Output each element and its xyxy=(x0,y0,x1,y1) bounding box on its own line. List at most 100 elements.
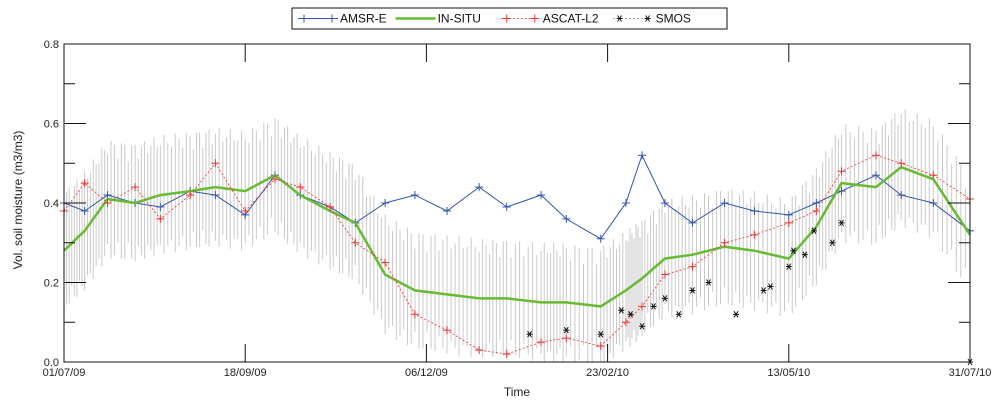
y-axis-title: Vol. soil moisture (m3/m3) xyxy=(11,131,25,270)
data-point-amsr-e xyxy=(596,234,605,243)
data-point-ascat-l2 xyxy=(562,334,571,343)
x-tick-label: 23/02/10 xyxy=(586,367,629,379)
data-point-amsr-e xyxy=(475,183,484,192)
data-point-smos xyxy=(597,330,604,338)
data-point-amsr-e xyxy=(537,191,546,200)
data-point-smos xyxy=(650,303,657,310)
data-point-ascat-l2 xyxy=(80,179,89,188)
marker-stroke xyxy=(839,219,844,227)
data-point-smos xyxy=(790,247,797,254)
data-point-ascat-l2 xyxy=(621,318,630,327)
marker-stroke xyxy=(768,283,773,290)
axes: 0.0 0.2 0.4 0.6 0.8 01/07/09 18/09/09 06/12/09 2… xyxy=(43,39,992,379)
data-point-ascat-l2 xyxy=(750,230,759,239)
data-point-ascat-l2 xyxy=(211,159,220,168)
data-point-smos xyxy=(760,287,767,294)
data-point-smos xyxy=(639,322,646,330)
data-point-amsr-e xyxy=(156,202,165,211)
data-point-ascat-l2 xyxy=(351,238,360,247)
data-point-smos xyxy=(767,283,774,290)
data-point-smos xyxy=(785,263,792,270)
data-point-ascat-l2 xyxy=(475,346,484,355)
data-point-smos xyxy=(627,311,634,318)
data-point-ascat-l2 xyxy=(638,302,647,311)
data-point-amsr-e xyxy=(660,199,669,207)
marker-stroke xyxy=(645,15,651,22)
uncertainty-bands xyxy=(63,109,966,362)
data-point-ascat-l2 xyxy=(897,159,906,168)
data-point-ascat-l2 xyxy=(103,199,112,207)
data-point-amsr-e xyxy=(837,187,846,196)
data-point-smos xyxy=(526,330,533,338)
marker-stroke xyxy=(790,247,796,254)
data-point-amsr-e xyxy=(80,206,89,215)
marker-stroke xyxy=(639,322,645,330)
data-point-amsr-e xyxy=(688,218,697,227)
marker-stroke xyxy=(811,227,817,235)
legend-label-amsr-e: AMSR-E xyxy=(340,12,387,26)
data-point-smos xyxy=(801,251,808,258)
data-point-ascat-l2 xyxy=(537,338,546,347)
data-point-ascat-l2 xyxy=(443,326,452,335)
data-point-smos xyxy=(661,295,668,302)
marker-stroke xyxy=(527,330,533,338)
data-point-ascat-l2 xyxy=(326,202,335,211)
data-point-ascat-l2 xyxy=(812,206,821,215)
data-point-smos xyxy=(689,287,696,294)
y-tick-label: 0.2 xyxy=(44,278,59,290)
data-point-amsr-e xyxy=(410,191,419,200)
data-point-smos xyxy=(838,219,845,227)
data-point-ascat-l2 xyxy=(410,310,419,319)
marker-stroke xyxy=(761,287,766,294)
legend-label-ascat-l2: ASCAT-L2 xyxy=(543,12,599,26)
y-tick-label: 0.0 xyxy=(44,357,59,369)
data-point-smos xyxy=(675,311,682,318)
y-tick-label: 0.6 xyxy=(44,119,59,131)
marker-stroke xyxy=(786,263,792,270)
data-point-ascat-l2 xyxy=(720,238,729,247)
data-point-amsr-e xyxy=(929,199,938,207)
data-point-amsr-e xyxy=(621,199,630,207)
data-point-ascat-l2 xyxy=(186,191,195,200)
y-tick-label: 0.8 xyxy=(44,39,59,51)
marker-stroke xyxy=(628,311,633,318)
data-point-ascat-l2 xyxy=(784,218,793,227)
data-point-ascat-l2 xyxy=(837,167,846,176)
legend-marker-amsr-e xyxy=(328,14,336,23)
x-tick-label: 18/09/09 xyxy=(224,367,267,379)
data-point-ascat-l2 xyxy=(296,183,305,192)
marker-stroke xyxy=(618,307,624,314)
data-point-amsr-e xyxy=(750,206,759,215)
marker-stroke xyxy=(651,303,656,310)
legend-marker-ascat-l2 xyxy=(530,14,539,23)
y-tick-label: 0.4 xyxy=(44,198,59,210)
marker-stroke xyxy=(706,279,711,286)
series-line-in-situ xyxy=(63,165,972,308)
data-point-smos xyxy=(705,279,712,286)
data-point-ascat-l2 xyxy=(271,175,280,184)
marker-stroke xyxy=(676,311,682,318)
x-tick-label: 31/07/10 xyxy=(949,367,992,379)
data-point-ascat-l2 xyxy=(156,214,165,223)
data-point-ascat-l2 xyxy=(660,270,669,279)
data-point-ascat-l2 xyxy=(131,183,140,192)
marker-stroke xyxy=(563,326,569,334)
data-point-smos xyxy=(829,239,836,247)
legend-label-in-situ: IN-SITU xyxy=(438,12,481,26)
legend-marker-ascat-l2 xyxy=(502,14,511,23)
data-point-amsr-e xyxy=(871,171,880,180)
marker-stroke xyxy=(598,330,604,338)
data-point-smos xyxy=(563,326,570,334)
data-point-amsr-e xyxy=(897,191,906,200)
x-tick-label: 06/12/09 xyxy=(405,367,448,379)
data-point-amsr-e xyxy=(784,210,793,219)
data-point-smos xyxy=(733,311,740,318)
data-point-amsr-e xyxy=(443,206,452,215)
data-point-smos xyxy=(618,307,625,314)
legend-marker-smos xyxy=(616,15,623,22)
data-point-amsr-e xyxy=(638,151,647,160)
x-tick-label: 13/05/10 xyxy=(767,367,810,379)
data-point-ascat-l2 xyxy=(929,171,938,180)
marker-stroke xyxy=(690,287,695,294)
